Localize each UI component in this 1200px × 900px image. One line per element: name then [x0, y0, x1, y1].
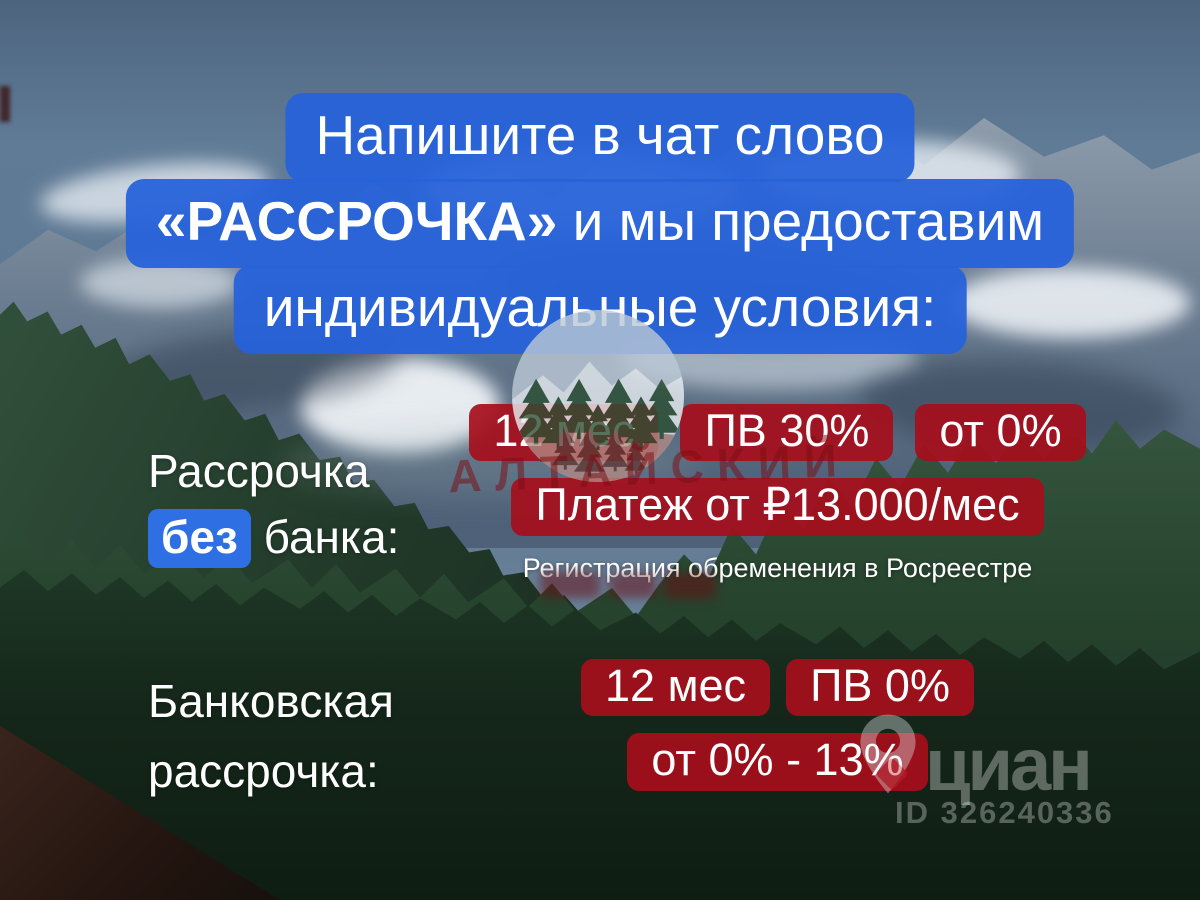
section-bank-label: Банковская рассрочка: [148, 666, 394, 806]
banner-line-1: Напишите в чат слово [285, 93, 915, 182]
banner-line-2-text: и мы предоставим [557, 190, 1045, 252]
label-bankovskaya: Банковская [148, 675, 394, 727]
mountain-forest-logo-icon [512, 310, 684, 482]
watermark-fragment [610, 574, 656, 598]
badge-monthly-payment: Платеж от ₽13.000/мес [511, 478, 1044, 536]
badge-rate: от 0% [915, 404, 1086, 462]
cian-watermark: циан [925, 723, 1093, 806]
label-rassrochka: Рассрочка [148, 445, 370, 497]
bank-badge-row: 12 мес ПВ 0% [581, 659, 974, 717]
cian-id-watermark: ID 326240336 [895, 795, 1114, 830]
label-rassrochka-2: рассрочка: [148, 745, 379, 797]
snow-patch [950, 268, 1190, 338]
section-no-bank-label: Рассрочка без банка: [148, 438, 399, 570]
watermark-fragment [664, 573, 716, 599]
banner-keyword: «РАССРОЧКА» [155, 190, 558, 252]
badge-term-bank: 12 мес [581, 659, 771, 717]
cian-map-pin-icon [860, 714, 916, 794]
badge-rate-bank: от 0% - 13% [627, 733, 928, 791]
registration-note: Регистрация обременения в Росреестре [522, 552, 1033, 583]
badge-downpayment-bank: ПВ 0% [786, 659, 974, 717]
branch-detail [0, 86, 10, 122]
banner-line-2: «РАССРОЧКА» и мы предоставим [125, 179, 1075, 268]
label-banka: банка: [263, 511, 400, 563]
badge-downpayment: ПВ 30% [680, 404, 894, 462]
banner-line-1-text: Напишите в чат слово [315, 104, 885, 166]
bank-badges: 12 мес ПВ 0% от 0% - 13% [505, 659, 1050, 791]
highlight-bez-badge: без [148, 509, 251, 568]
snow-patch [300, 358, 500, 453]
watermark-fragment [540, 572, 600, 598]
